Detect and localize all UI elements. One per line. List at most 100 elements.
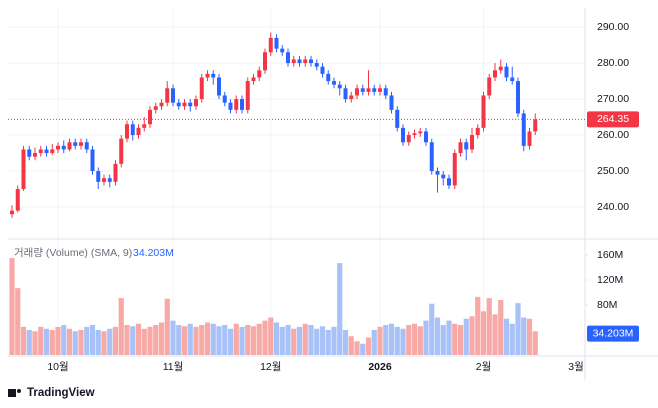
candle-body [176, 102, 181, 107]
volume-bar [112, 326, 119, 355]
candle-body [245, 81, 250, 110]
candle-body [458, 142, 463, 154]
candle-body [349, 95, 354, 100]
candle-body [61, 145, 66, 150]
candle-body [418, 131, 423, 134]
candle-body [309, 59, 313, 64]
volume-bar [78, 330, 84, 355]
candle-body [263, 52, 267, 71]
volume-bar [480, 311, 487, 355]
volume-bar [521, 317, 527, 355]
volume-bar [342, 330, 349, 355]
candle-body [378, 88, 382, 92]
volume-bar [147, 326, 153, 355]
candle-body [464, 142, 469, 150]
candle-body [383, 88, 388, 96]
volume-bar [101, 331, 107, 355]
last-price-label: 264.35 [597, 113, 629, 125]
volume-bar [118, 298, 124, 355]
candle-body [107, 178, 112, 182]
volume-bar [153, 325, 159, 355]
candle-body [429, 142, 434, 172]
volume-bar [227, 328, 234, 355]
candle-body [251, 77, 256, 82]
candle-body [165, 88, 170, 103]
candle-body [320, 66, 325, 74]
candle-body [280, 48, 285, 53]
x-tick-label: 12월 [260, 361, 281, 373]
candle-body [50, 149, 55, 154]
candle-body [228, 102, 233, 110]
volume-bar [9, 258, 15, 355]
logo-dot [17, 389, 21, 393]
volume-bar [291, 328, 297, 355]
candle-body [303, 59, 308, 64]
candle-body [412, 133, 417, 136]
candle-body [188, 102, 193, 107]
volume-bar [388, 323, 395, 355]
brand-name: TradingView [27, 387, 95, 399]
volume-bar [193, 326, 199, 355]
candle-body [493, 70, 497, 78]
candle-body [297, 59, 302, 64]
volume-bar [509, 323, 515, 355]
volume-bar [20, 326, 27, 355]
y-tick-label: 240.00 [597, 201, 629, 213]
volume-bar [262, 320, 268, 355]
candle-body [257, 70, 262, 78]
candle-body [240, 99, 244, 110]
candle-body [96, 171, 101, 182]
candle-body [401, 127, 405, 143]
candle-body [199, 77, 204, 100]
x-tick-label: 2월 [476, 361, 492, 373]
candle-body [504, 66, 509, 78]
volume-bar [170, 320, 176, 355]
volume-bar [124, 325, 130, 355]
volume-legend-value: 34.203M [133, 247, 174, 259]
volume-tick-label: 160M [597, 249, 623, 261]
volume-bar [49, 330, 55, 355]
volume-bar [515, 303, 521, 355]
candle-body [424, 131, 428, 143]
candle-body [395, 109, 400, 128]
volume-bar [463, 318, 469, 355]
volume-tick-label: 120M [597, 274, 623, 286]
volume-bar [319, 326, 326, 355]
last-price-badge [587, 111, 639, 128]
candle-body [274, 37, 279, 49]
volume-bar [89, 325, 96, 355]
candle-body [441, 174, 446, 179]
candle-body [527, 131, 532, 146]
x-tick-label: 3월 [568, 361, 584, 373]
candle-body [119, 138, 124, 164]
volume-tick-label: 80M [597, 299, 617, 311]
y-tick-label: 270.00 [597, 93, 629, 105]
volume-bar [337, 263, 343, 355]
volume-bar [429, 303, 435, 355]
candle-body [291, 59, 296, 64]
candle-body [516, 81, 520, 114]
volume-bar [176, 325, 182, 355]
candle-body [15, 189, 20, 211]
volume-bar [360, 343, 366, 355]
candle-body [194, 99, 198, 107]
candle-body [182, 102, 187, 107]
volume-bar [199, 325, 205, 355]
candle-body [153, 106, 158, 110]
volume-bar [66, 328, 73, 355]
volume-bar [446, 320, 452, 355]
volume-bar [210, 323, 216, 355]
candle-body [159, 102, 164, 107]
volume-bar [503, 318, 510, 355]
candle-body [148, 109, 152, 125]
volume-bar [204, 322, 211, 355]
candle-body [130, 124, 135, 136]
candle-body [435, 171, 440, 175]
volume-bar [245, 325, 251, 355]
volume-bar [457, 325, 464, 355]
volume-bar [406, 325, 412, 355]
candle-body [481, 95, 486, 128]
volume-bar [296, 326, 303, 355]
candle-body [355, 88, 359, 96]
volume-bar [135, 323, 142, 355]
